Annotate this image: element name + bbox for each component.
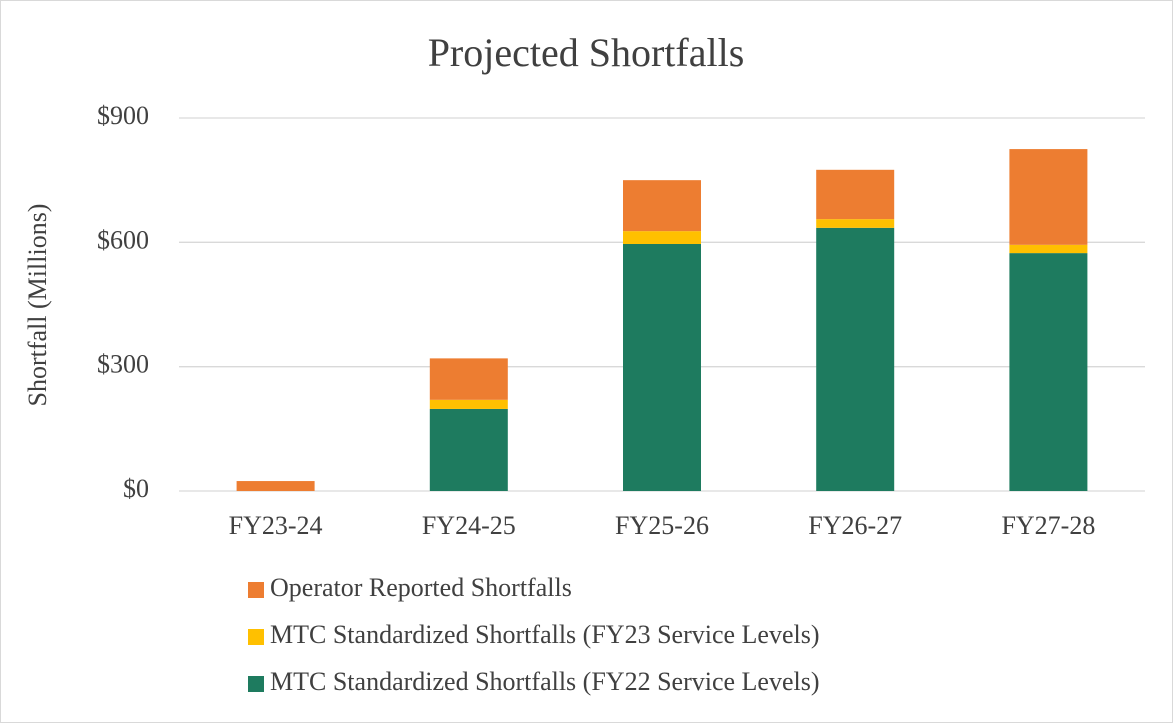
- legend-label: Operator Reported Shortfalls: [270, 573, 572, 602]
- legend-swatch: [248, 629, 264, 645]
- bar-segment: [623, 180, 701, 232]
- bar-segment: [1009, 149, 1088, 245]
- bar-segment: [816, 219, 895, 228]
- chart-title: Projected Shortfalls: [428, 30, 745, 75]
- x-tick-label: FY23-24: [229, 511, 323, 540]
- bar-segment: [816, 169, 895, 220]
- y-tick-label: $0: [123, 474, 149, 503]
- bar-segment: [623, 243, 701, 491]
- y-tick-label: $300: [97, 350, 149, 379]
- y-tick-label: $600: [97, 225, 149, 254]
- bar-segment: [623, 231, 701, 244]
- bar-segment: [1009, 253, 1088, 491]
- x-tick-label: FY27-28: [1001, 511, 1095, 540]
- x-tick-label: FY25-26: [615, 511, 709, 540]
- legend-swatch: [248, 676, 264, 692]
- x-tick-label: FY26-27: [808, 511, 902, 540]
- y-tick-label: $900: [97, 101, 149, 130]
- x-tick-label: FY24-25: [422, 511, 516, 540]
- bar-segment: [429, 358, 508, 400]
- bar-segment: [429, 408, 508, 491]
- legend-label: MTC Standardized Shortfalls (FY22 Servic…: [270, 667, 820, 696]
- bar-segment: [236, 481, 315, 491]
- legend-swatch: [248, 582, 264, 598]
- bar-segment: [816, 227, 895, 492]
- legend-label: MTC Standardized Shortfalls (FY23 Servic…: [270, 620, 820, 649]
- bar-segment: [1009, 244, 1088, 254]
- bar-segment: [429, 399, 508, 409]
- y-axis-label: Shortfall (Millions): [23, 204, 52, 407]
